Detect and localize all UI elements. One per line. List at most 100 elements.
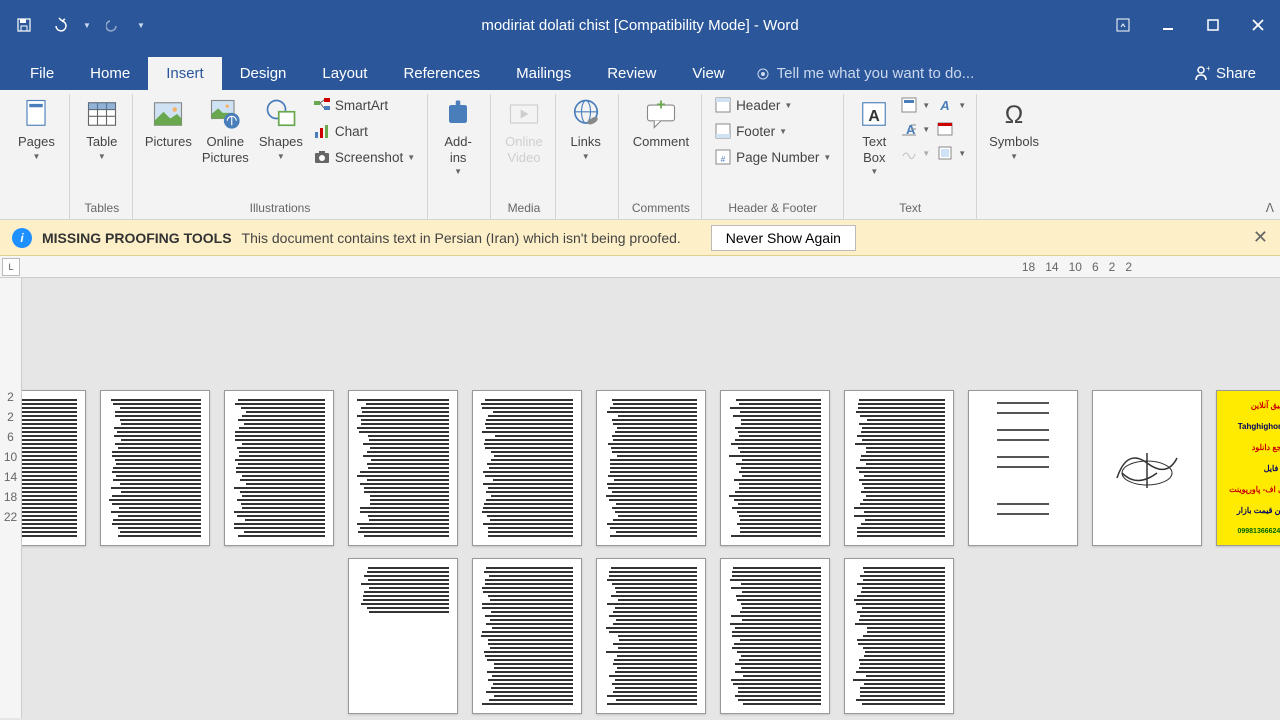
ribbon: Pages ▼ . Table ▼ Tables Pictures Online [0, 90, 1280, 220]
qat-customize[interactable]: ▼ [134, 9, 148, 41]
screenshot-button[interactable]: Screenshot ▼ [309, 146, 419, 168]
share-label: Share [1216, 65, 1256, 82]
redo-button[interactable] [98, 9, 130, 41]
pictures-label: Pictures [145, 134, 192, 150]
tab-references[interactable]: References [385, 57, 498, 90]
page-thumbnail[interactable] [720, 558, 830, 714]
chevron-down-icon: ▼ [32, 152, 40, 161]
page-thumbnail[interactable] [844, 558, 954, 714]
chevron-down-icon: ▼ [98, 152, 106, 161]
group-pages: Pages ▼ . [6, 94, 67, 219]
group-links: Links ▼ . [556, 94, 616, 219]
cover-text: تحقیق آنلاین [1251, 401, 1280, 410]
wordart-button[interactable]: A▼ [934, 94, 968, 116]
page-thumbnail[interactable] [596, 558, 706, 714]
cover-text: ورد-پی دی اف- پاورپوینت [1229, 485, 1280, 494]
tab-insert[interactable]: Insert [148, 57, 222, 90]
shapes-label: Shapes [259, 134, 303, 150]
ruler-tick: 6 [1092, 260, 1099, 274]
page-thumbnail[interactable] [968, 390, 1078, 546]
svg-text:+: + [656, 97, 665, 114]
tell-me-search[interactable]: Tell me what you want to do... [743, 57, 987, 90]
pages-button[interactable]: Pages ▼ [14, 94, 59, 163]
tab-review[interactable]: Review [589, 57, 674, 90]
header-button[interactable]: Header ▼ [710, 94, 835, 116]
chart-label: Chart [335, 124, 368, 139]
comment-button[interactable]: + Comment [629, 94, 693, 152]
page-thumbnail[interactable] [348, 558, 458, 714]
signature-button[interactable]: ▼ [898, 142, 932, 164]
symbols-button[interactable]: Ω Symbols ▼ [985, 94, 1043, 163]
page-thumbnail[interactable] [348, 390, 458, 546]
date-time-button[interactable] [934, 118, 956, 140]
ruler-tick: 6 [7, 430, 14, 444]
links-button[interactable]: Links ▼ [564, 94, 608, 163]
undo-button[interactable] [44, 9, 76, 41]
illustrations-group-label: Illustrations [250, 199, 311, 219]
cover-text: 09981366624 واتساپ [1237, 527, 1280, 535]
ribbon-display-options[interactable] [1100, 9, 1145, 41]
media-group-label: Media [508, 199, 541, 219]
group-text: A Text Box ▼ ▼ A▼ A▼ ▼ ▼ Text [844, 94, 977, 219]
group-comments: + Comment Comments [621, 94, 702, 219]
maximize-button[interactable] [1190, 9, 1235, 41]
addins-button[interactable]: Add- ins ▼ [436, 94, 480, 178]
page-thumbnail[interactable] [100, 390, 210, 546]
page-number-button[interactable]: # Page Number ▼ [710, 146, 835, 168]
footer-button[interactable]: Footer ▼ [710, 120, 835, 142]
screenshot-label: Screenshot [335, 150, 403, 165]
page-thumbnail[interactable] [472, 390, 582, 546]
ruler-tick: 14 [4, 470, 17, 484]
tab-mailings[interactable]: Mailings [498, 57, 589, 90]
table-button[interactable]: Table ▼ [80, 94, 124, 163]
page-thumbnail[interactable] [472, 558, 582, 714]
smartart-button[interactable]: SmartArt [309, 94, 419, 116]
object-button[interactable]: ▼ [934, 142, 968, 164]
window-controls [1100, 9, 1280, 41]
chart-button[interactable]: Chart [309, 120, 419, 142]
shapes-button[interactable]: Shapes ▼ [255, 94, 307, 163]
page-number-label: Page Number [736, 150, 819, 165]
save-button[interactable] [8, 9, 40, 41]
online-video-button: Online Video [501, 94, 547, 167]
online-pictures-button[interactable]: Online Pictures [198, 94, 253, 167]
pictures-button[interactable]: Pictures [141, 94, 196, 152]
cover-text: فایل [1264, 464, 1279, 473]
page-thumbnail[interactable] [844, 390, 954, 546]
tab-layout[interactable]: Layout [304, 57, 385, 90]
proofing-bar: i MISSING PROOFING TOOLS This document c… [0, 220, 1280, 256]
undo-dropdown[interactable]: ▼ [80, 9, 94, 41]
svg-text:Ω: Ω [1005, 102, 1024, 129]
textbox-button[interactable]: A Text Box ▼ [852, 94, 896, 178]
page-thumbnail[interactable]: تحقیق آنلاین Tahghighonline.ir مرجع دانل… [1216, 390, 1280, 546]
group-media: Online Video Media [493, 94, 556, 219]
page-thumbnail[interactable] [596, 390, 706, 546]
page-thumbnail[interactable] [224, 390, 334, 546]
cover-text: با کمترین قیمت بازار [1237, 506, 1280, 515]
document-area[interactable]: تحقیق آنلاین Tahghighonline.ir مرجع دانل… [22, 278, 1280, 720]
page-thumbnail[interactable] [720, 390, 830, 546]
share-button[interactable]: + Share [1178, 56, 1270, 90]
minimize-button[interactable] [1145, 9, 1190, 41]
page-thumbnail[interactable] [1092, 390, 1202, 546]
smartart-label: SmartArt [335, 98, 388, 113]
ruler-tick: 2 [1125, 260, 1132, 274]
tab-view[interactable]: View [674, 57, 742, 90]
group-symbols: Ω Symbols ▼ . [977, 94, 1051, 219]
never-show-again-button[interactable]: Never Show Again [711, 225, 856, 251]
close-proofing-button[interactable]: ✕ [1253, 227, 1268, 248]
ruler-tick: 10 [1069, 260, 1082, 274]
dropcap-button[interactable]: A▼ [898, 118, 932, 140]
group-header-footer: Header ▼ Footer ▼ # Page Number ▼ Header… [702, 94, 844, 219]
info-icon: i [12, 228, 32, 248]
tab-home[interactable]: Home [72, 57, 148, 90]
addins-label: Add- ins [444, 134, 471, 165]
ruler-tick: 22 [4, 510, 17, 524]
tab-design[interactable]: Design [222, 57, 305, 90]
close-button[interactable] [1235, 9, 1280, 41]
quick-parts-button[interactable]: ▼ [898, 94, 932, 116]
page-thumbnail[interactable] [22, 390, 86, 546]
collapse-ribbon-button[interactable]: ᐱ [1266, 201, 1274, 215]
cover-text: Tahghighonline.ir [1238, 422, 1280, 431]
tab-file[interactable]: File [12, 57, 72, 90]
